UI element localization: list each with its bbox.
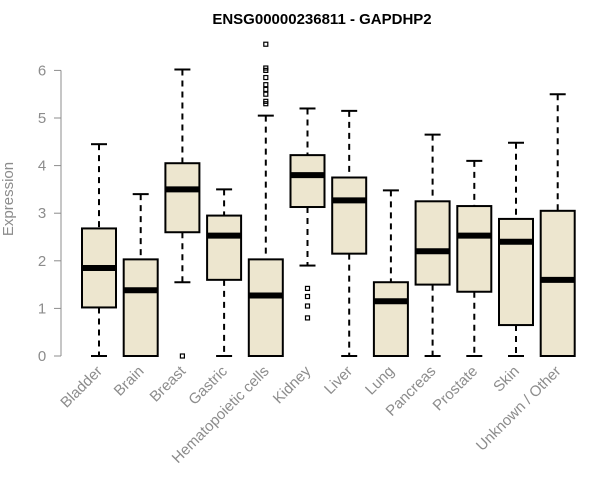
box-iqr [247,258,284,358]
box-iqr [289,154,326,209]
outlier-point [304,315,311,321]
x-tick-label: Breast [147,362,190,405]
y-axis-label: Expression [0,162,17,236]
box-bladder [81,143,117,357]
x-tick-label: Brain [111,363,148,400]
outlier-point [179,353,185,359]
box-lung [372,189,409,357]
y-tick-label: 5 [38,110,46,127]
outlier-point [263,98,269,104]
y-axis: 0 1 2 3 4 5 6 [38,62,62,365]
x-tick-label: Bladder [57,363,106,412]
box-brain [122,193,159,358]
box-iqr [122,258,159,358]
box-kidney [289,107,326,321]
chart-title: ENSG00000236811 - GAPDHP2 [212,11,431,28]
box-iqr [456,205,493,293]
box-iqr [539,209,576,357]
outlier-point [263,91,269,97]
box-iqr [206,214,243,281]
box-breast [164,68,201,359]
box-gastric [206,188,243,357]
y-tick-label: 1 [38,300,46,317]
box-pancreas [414,133,451,357]
boxes-group [81,41,576,359]
box-iqr [331,176,368,255]
outlier-point [304,293,311,300]
outlier-point [263,65,269,71]
box-iqr [414,200,451,286]
x-tick-label: Lung [362,363,398,399]
y-tick-label: 2 [38,253,46,270]
box-prostate [456,159,493,357]
box-iqr [372,281,409,357]
y-tick-label: 4 [38,158,46,175]
box-hematopoietic-cells [247,41,284,358]
outlier-point [304,303,311,309]
x-tick-label: Kidney [270,362,315,407]
x-tick-label: Prostate [430,363,482,415]
y-tick-label: 0 [38,348,46,365]
x-tick-label: Liver [321,363,356,398]
box-skin [498,141,534,357]
box-liver [331,109,368,357]
box-unknown-other [539,93,576,357]
y-tick-label: 3 [38,205,46,222]
box-iqr [164,162,201,234]
outlier-point [304,285,311,292]
outlier-point [263,74,269,81]
y-tick-label: 6 [38,62,46,79]
outlier-point [263,82,269,88]
x-tick-label: Skin [490,363,523,396]
outlier-point [263,86,269,93]
outlier-point [263,41,269,47]
box-iqr [498,217,534,327]
